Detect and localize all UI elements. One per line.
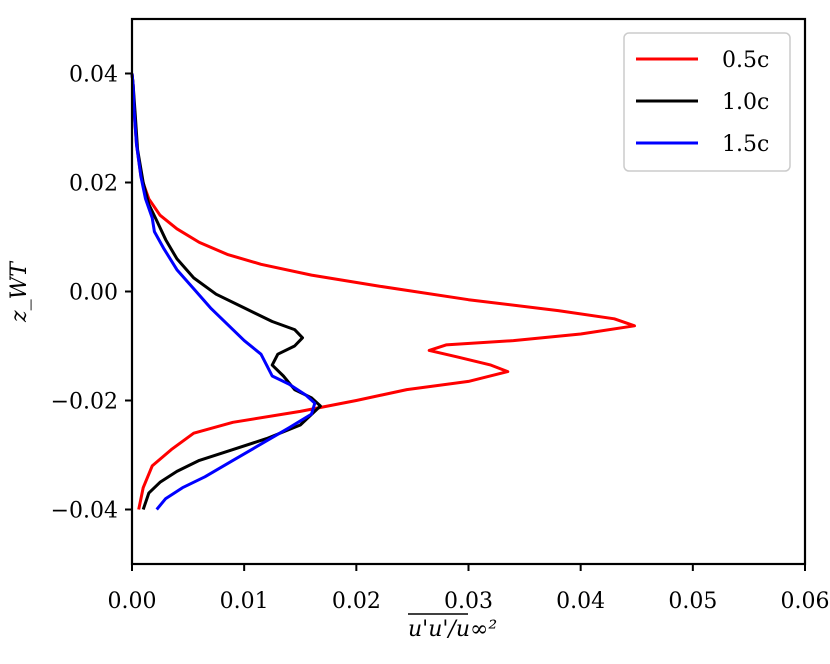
series-line-2 [130,73,322,510]
legend: 0.5c 1.0c 1.5c [623,32,791,172]
legend-label-1: 0.5c [722,48,769,73]
legend-label-2: 1.0c [722,90,769,115]
x-axis-label-text: u'u'/u∞² [408,617,497,642]
y-axis-ticks: −0.04 −0.02 0.00 0.02 0.04 [51,63,132,524]
y-tick-label: −0.02 [51,390,118,415]
series-line-3 [130,73,317,511]
x-tick-label: 0.01 [220,589,269,614]
x-tick-label: 0.00 [108,589,157,614]
x-tick-label: 0.05 [668,589,717,614]
series-lines [130,73,636,511]
series-line-1 [130,73,636,510]
x-axis-ticks: 0.00 0.01 0.02 0.03 0.04 0.05 0.06 [108,564,830,614]
y-tick-label: −0.04 [51,499,118,524]
x-tick-label: 0.06 [781,589,830,614]
x-axis-label: u'u'/u∞² [408,613,497,642]
y-tick-label: 0.04 [69,63,118,88]
x-tick-label: 0.04 [556,589,605,614]
x-tick-label: 0.03 [444,589,493,614]
x-tick-label: 0.02 [332,589,381,614]
y-tick-label: 0.02 [69,172,118,197]
legend-label-3: 1.5c [722,132,769,157]
y-axis-label: z_WT [7,260,32,323]
y-tick-label: 0.00 [69,281,118,306]
legend-box [623,32,791,172]
